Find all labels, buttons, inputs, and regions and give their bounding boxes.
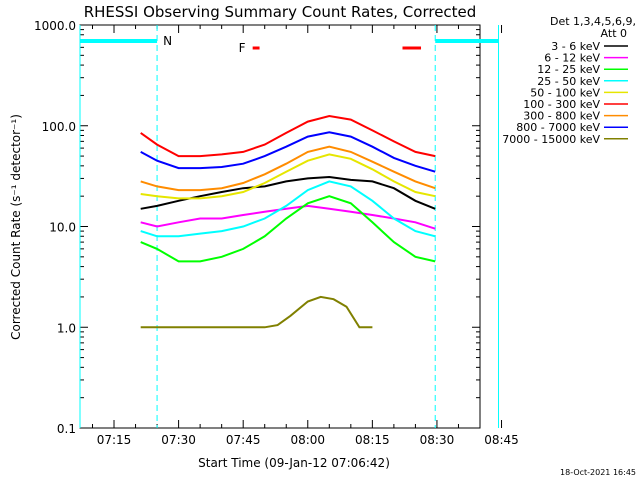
series-line-2 bbox=[140, 204, 436, 230]
legend-label-7: 300 - 800 keV bbox=[523, 110, 600, 123]
series-line-7 bbox=[140, 145, 436, 192]
y-tick-label: 10.0 bbox=[49, 221, 76, 235]
legend-label-3: 12 - 25 keV bbox=[537, 63, 600, 76]
flare-label: F bbox=[239, 41, 246, 55]
x-tick-label: 07:30 bbox=[161, 433, 196, 447]
night-label: N bbox=[163, 34, 172, 48]
x-tick-label: 07:15 bbox=[97, 433, 132, 447]
footer-timestamp: 18-Oct-2021 16:45 bbox=[560, 468, 636, 477]
series-line-9 bbox=[140, 295, 373, 329]
legend-label-8: 800 - 7000 keV bbox=[516, 121, 600, 134]
series-line-3 bbox=[140, 195, 436, 263]
x-tick-label: 08:00 bbox=[290, 433, 325, 447]
series-line-8 bbox=[140, 131, 436, 173]
legend-label-5: 50 - 100 keV bbox=[530, 86, 600, 99]
series-line-6 bbox=[140, 114, 436, 158]
legend-header-line-1: Det 1,3,4,5,6,9, bbox=[550, 15, 636, 28]
y-axis-label: Corrected Count Rate (s⁻¹ detector⁻¹) bbox=[9, 114, 23, 340]
legend-label-2: 6 - 12 keV bbox=[544, 52, 600, 65]
series-line-5 bbox=[140, 153, 436, 200]
y-tick-label: 100.0 bbox=[42, 120, 76, 134]
plot-area: 0.1 1.0 10.0 100.0 1000.0 07:15 07:30 07:45 08:0… bbox=[34, 19, 519, 447]
y-tick-label: 0.1 bbox=[57, 422, 76, 436]
legend-label-6: 100 - 300 keV bbox=[523, 98, 600, 111]
x-tick-label: 08:45 bbox=[484, 433, 519, 447]
x-axis-label: Start Time (09-Jan-12 07:06:42) bbox=[198, 456, 390, 470]
series-line-4 bbox=[140, 180, 436, 238]
y-tick-label: 1000.0 bbox=[34, 19, 76, 33]
legend-label-9: 7000 - 15000 keV bbox=[502, 133, 600, 146]
legend-label-1: 3 - 6 keV bbox=[551, 40, 600, 53]
chart-title: RHESSI Observing Summary Count Rates, Co… bbox=[84, 3, 477, 21]
y-tick-label: 1.0 bbox=[57, 321, 76, 335]
x-tick-label: 07:45 bbox=[226, 433, 261, 447]
legend-label-4: 25 - 50 keV bbox=[537, 75, 600, 88]
legend-header-line-2: Att 0 bbox=[601, 27, 627, 40]
x-tick-label: 08:15 bbox=[355, 433, 390, 447]
x-tick-label: 08:30 bbox=[420, 433, 455, 447]
